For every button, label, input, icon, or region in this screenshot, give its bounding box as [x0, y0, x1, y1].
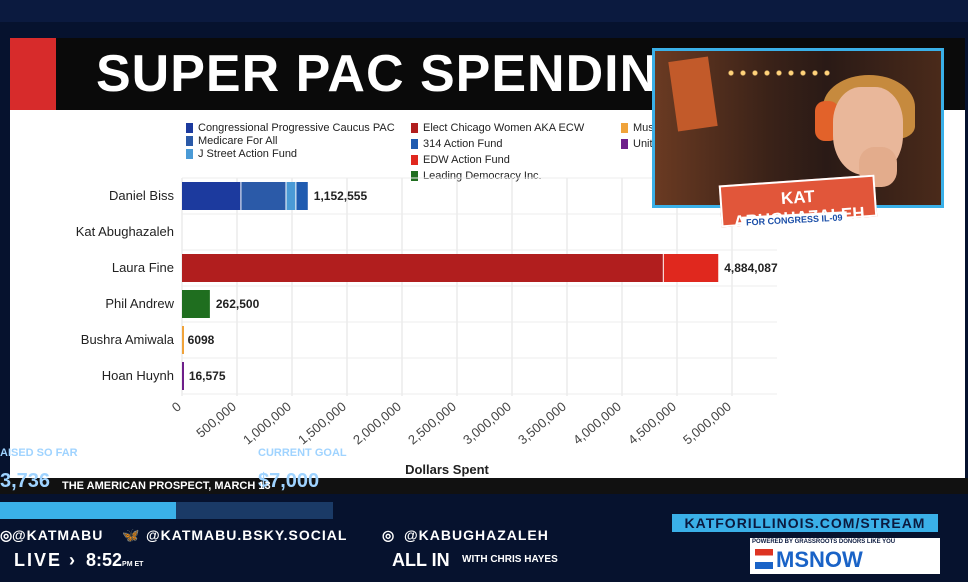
bar-segment [182, 290, 210, 318]
tick-label: 1,000,000 [240, 399, 294, 448]
data-label: 262,500 [216, 297, 260, 311]
tick-label: 0 [169, 399, 184, 415]
tick-label: 3,500,000 [515, 399, 569, 448]
bluesky-icon: 🦋 [122, 527, 141, 543]
tick-label: 1,500,000 [295, 399, 349, 448]
tick-label: 2,000,000 [350, 399, 404, 448]
source-credit: THE AMERICAN PROSPECT, MARCH 13 [62, 480, 271, 492]
data-label: 16,575 [189, 369, 226, 383]
instagram-icon: ◎ [0, 527, 14, 543]
category-label: Phil Andrew [105, 296, 174, 311]
category-label: Bushra Amiwala [81, 332, 175, 347]
tick-label: 2,500,000 [405, 399, 459, 448]
legend-item: Unit [621, 136, 654, 152]
stream-url[interactable]: KATFORILLINOIS.COM/STREAM [672, 514, 938, 532]
time-suffix: PM ET [122, 561, 144, 568]
network-flag-icon [755, 549, 773, 569]
lower-band [0, 478, 968, 494]
raised-value: 3,736 [0, 470, 51, 492]
live-label: LIVE › [14, 550, 78, 570]
legend-col-3: Mus Unit [621, 120, 654, 152]
bar-segment [663, 254, 719, 282]
tick-label: 500,000 [193, 399, 239, 441]
bar-segment [182, 254, 663, 282]
social-handle-1[interactable]: @KATMABU [12, 527, 104, 543]
tick-label: 3,000,000 [460, 399, 514, 448]
legend-label: J Street Action Fund [198, 148, 298, 160]
bar-segment [182, 182, 241, 210]
social-bar: ◎ @KATMABU 🦋 @KATMABU.BSKY.SOCIAL ◎ @KAB… [0, 527, 968, 547]
legend-swatch [186, 136, 193, 146]
legend-swatch [411, 139, 418, 149]
data-label: 1,152,555 [314, 189, 368, 203]
webcam-overlay [652, 48, 944, 208]
goal-label: CURRENT GOAL [258, 447, 347, 459]
category-label: Kat Abughazaleh [76, 224, 174, 239]
legend-swatch [411, 155, 418, 165]
network-logo: MSNOW [776, 547, 863, 572]
legend-label: Mus [633, 122, 654, 134]
bar-segment [182, 362, 184, 390]
legend-swatch [411, 171, 418, 181]
tick-label: 4,500,000 [625, 399, 679, 448]
tick-label: 4,000,000 [570, 399, 624, 448]
social-handle-3[interactable]: @KABUGHAZALEH [404, 527, 549, 543]
bar-segment [241, 182, 286, 210]
instagram-icon-2: ◎ [382, 527, 396, 543]
legend-swatch [411, 123, 418, 133]
legend-col-1: Congressional Progressive Caucus PAC Med… [186, 120, 395, 162]
legend-swatch [621, 123, 628, 133]
string-lights [725, 69, 835, 77]
goal-value: $7,000 [258, 470, 320, 492]
legend-col-2: Elect Chicago Women AKA ECW 314 Action F… [411, 120, 584, 184]
bar-segment [182, 326, 184, 354]
social-handle-2[interactable]: @KATMABU.BSKY.SOCIAL [146, 527, 348, 543]
slide-title: SUPER PAC SPENDING I [96, 45, 731, 103]
legend-swatch [186, 123, 193, 133]
legend-swatch [621, 139, 628, 149]
legend-label: Congressional Progressive Caucus PAC [198, 122, 395, 134]
legend-swatch [186, 149, 193, 159]
category-label: Laura Fine [112, 260, 174, 275]
bar-segment [286, 182, 296, 210]
legend-item: Elect Chicago Women AKA ECW [411, 120, 584, 136]
legend-label: Elect Chicago Women AKA ECW [423, 122, 585, 134]
legend-item: Medicare For All [186, 133, 395, 149]
legend-item: Mus [621, 120, 654, 136]
category-label: Daniel Biss [109, 188, 175, 203]
top-bar [0, 0, 968, 22]
show-subtitle: WITH CHRIS HAYES [462, 554, 558, 565]
bar-chart: Daniel Biss 1,152,555 Kat Abughazaleh Laura… [76, 177, 778, 477]
legend-label: Unit [633, 138, 653, 150]
progress-fill [0, 502, 177, 519]
legend-item: J Street Action Fund [186, 146, 395, 162]
legend-item: Congressional Progressive Caucus PAC [186, 120, 395, 136]
legend-item: 314 Action Fund [411, 136, 584, 152]
legend-label: Medicare For All [198, 135, 278, 147]
raised-label: AISED SO FAR [0, 447, 78, 459]
legend-label: EDW Action Fund [423, 154, 510, 166]
data-label: 6098 [188, 333, 215, 347]
network-tagline: POWERED BY GRASSROOTS DONORS LIKE YOU [752, 539, 896, 545]
tick-label: 5,000,000 [680, 399, 734, 448]
category-label: Hoan Huynh [102, 368, 174, 383]
bar-segment [296, 182, 308, 210]
data-label: 4,884,087 [724, 261, 778, 275]
x-axis-label: Dollars Spent [405, 462, 489, 477]
show-title: ALL IN [392, 550, 450, 570]
network-box [750, 538, 940, 574]
legend-label: 314 Action Fund [423, 138, 503, 150]
title-accent [10, 38, 56, 110]
clock: 8:52PM ET [86, 550, 144, 570]
legend-item: EDW Action Fund [411, 152, 584, 168]
